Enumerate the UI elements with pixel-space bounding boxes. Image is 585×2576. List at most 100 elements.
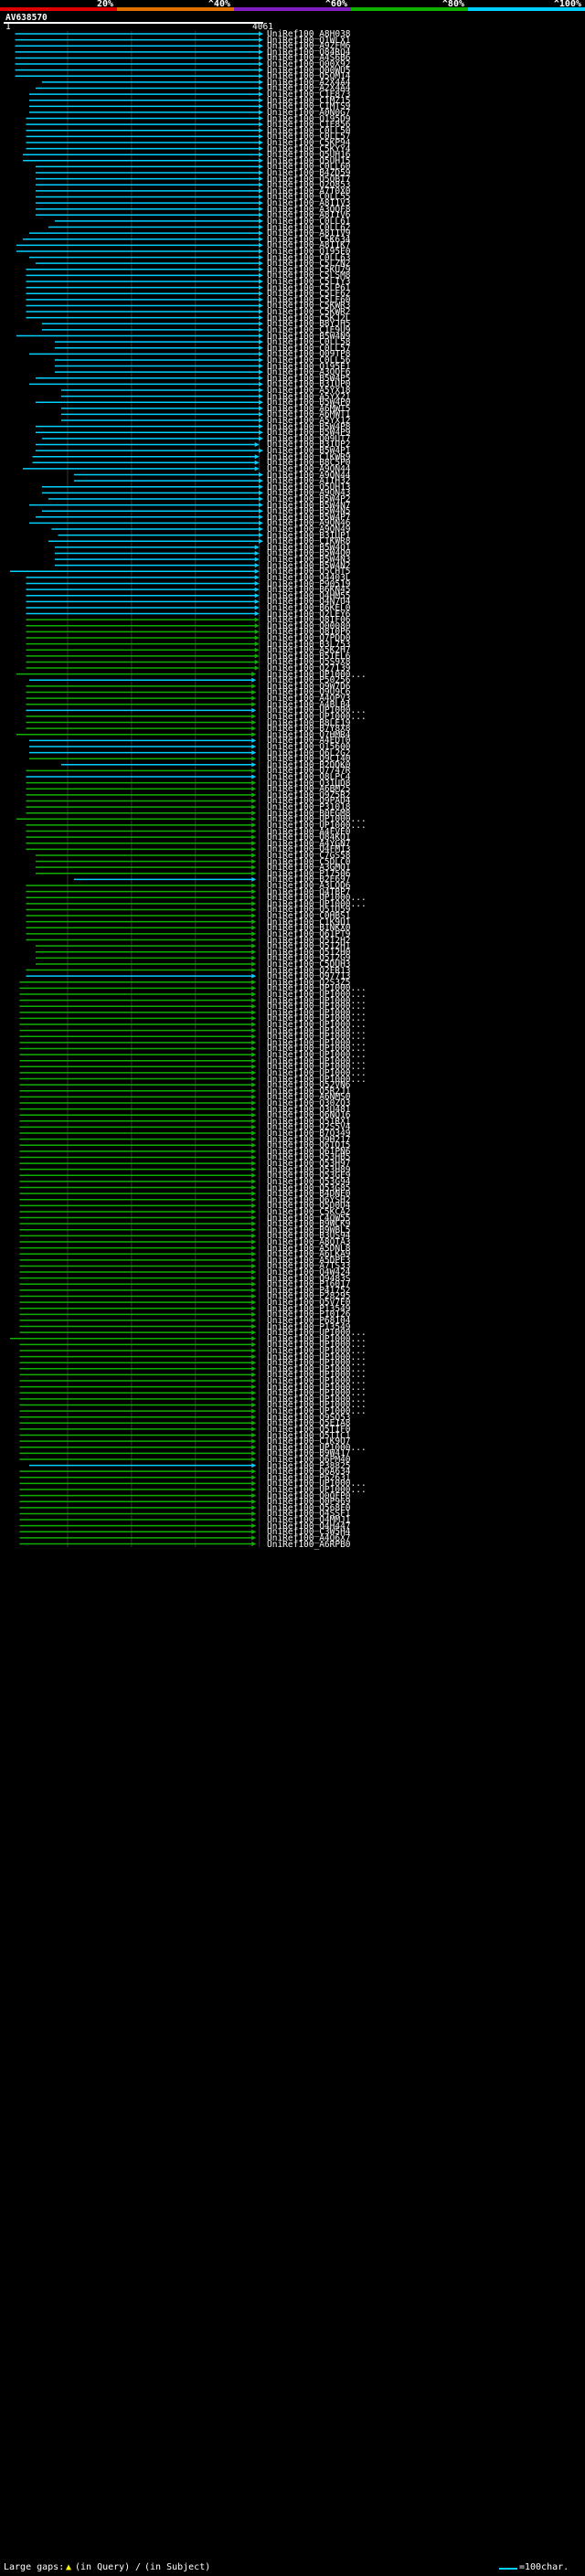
hit-label[interactable]: UniRef100_Q6NQ16: [267, 1110, 351, 1121]
hit-label[interactable]: UniRef100_C0LL58: [267, 337, 351, 348]
hit-label[interactable]: UniRef100_C5K634: [267, 234, 351, 245]
hit-label[interactable]: UniRef100_Q4SSF1: [267, 1509, 351, 1520]
hit-label[interactable]: UniRef100_Q61PN6: [267, 1146, 351, 1157]
hit-label[interactable]: UniRef100_Q2Q853: [267, 180, 351, 191]
hit-label[interactable]: UniRef100_Q84KQ1: [267, 832, 351, 843]
hit-label[interactable]: UniRef100_UP1000...: [267, 1340, 367, 1351]
hit-label[interactable]: UniRef100_Q5S9X8: [267, 657, 351, 668]
hit-label[interactable]: UniRef100_A3QQF8: [267, 204, 351, 215]
hit-label[interactable]: UniRef100_P16017: [267, 1279, 351, 1290]
hit-label[interactable]: UniRef100_B9WBL5: [267, 1224, 351, 1235]
hit-label[interactable]: UniRef100_Q6A634: [267, 1467, 351, 1478]
hit-label[interactable]: UniRef100_B2DDK0: [267, 759, 351, 770]
hit-label[interactable]: UniRef100_A9QN44: [267, 470, 351, 481]
hit-label[interactable]: UniRef100_B5W4P0: [267, 398, 351, 408]
hit-label[interactable]: UniRef100_A5YX12: [267, 416, 351, 427]
hit-label[interactable]: UniRef100_A9ZFM6: [267, 41, 351, 52]
hit-label[interactable]: UniRef100_Q5QM14: [267, 71, 351, 82]
hit-label[interactable]: UniRef100_A9QN43: [267, 488, 351, 499]
hit-label[interactable]: UniRef100_UP1000...: [267, 1328, 367, 1339]
hit-label[interactable]: UniRef100_P31018: [267, 802, 351, 813]
hit-label[interactable]: UniRef100_Q31UD8: [267, 778, 351, 789]
hit-label[interactable]: UniRef100_B5W4Q0: [267, 548, 351, 559]
hit-label[interactable]: UniRef100_B7Y8X8: [267, 724, 351, 735]
hit-label[interactable]: UniRef100_C5KYY4: [267, 143, 351, 154]
hit-label[interactable]: UniRef100_UP1000...: [267, 1485, 367, 1495]
hit-label[interactable]: UniRef100_B6KN45: [267, 585, 351, 596]
hit-label[interactable]: UniRef100_C0LL55: [267, 192, 351, 203]
hit-label[interactable]: UniRef100_A5YX18: [267, 385, 351, 396]
hit-label[interactable]: UniRef100_Q4TBP7: [267, 886, 351, 897]
hit-label[interactable]: UniRef100_Q00X92: [267, 59, 351, 70]
hit-label[interactable]: UniRef100_Q5QBT7: [267, 174, 351, 185]
hit-label[interactable]: UniRef100_A8I1V3: [267, 198, 351, 209]
hit-label[interactable]: UniRef100_Q00080: [267, 620, 351, 631]
hit-label[interactable]: UniRef100_C0LL57: [267, 132, 351, 143]
hit-label[interactable]: UniRef100_Q9PAD4: [267, 796, 351, 807]
hit-label[interactable]: UniRef100_B9W417: [267, 1448, 351, 1459]
hit-label[interactable]: UniRef100_B3IUP2: [267, 440, 351, 451]
hit-label[interactable]: UniRef100_C0HBS1: [267, 911, 351, 922]
hit-label[interactable]: UniRef100_Q9H217: [267, 1134, 351, 1145]
hit-label[interactable]: UniRef100_UP1000...: [267, 820, 367, 831]
hit-label[interactable]: UniRef100_UP1000...: [267, 1382, 367, 1393]
hit-label[interactable]: UniRef100_C5DLC0: [267, 856, 351, 867]
hit-label[interactable]: UniRef100_A2X4A4: [267, 77, 351, 88]
hit-label[interactable]: UniRef100_UP1000...: [267, 1032, 367, 1043]
hit-label[interactable]: UniRef100_Q51RX1: [267, 1116, 351, 1127]
hit-label[interactable]: UniRef100_B3L753: [267, 639, 351, 650]
hit-label[interactable]: UniRef100_Q4HM55: [267, 590, 351, 601]
hit-label[interactable]: UniRef100_Q53H97: [267, 1159, 351, 1170]
hit-label[interactable]: UniRef100_B8YJH5: [267, 319, 351, 330]
hit-label[interactable]: UniRef100_P13549: [267, 1321, 351, 1332]
hit-label[interactable]: UniRef100_Q4H447: [267, 1521, 351, 1532]
hit-label[interactable]: UniRef100_C0LL61: [267, 216, 351, 227]
hit-label[interactable]: UniRef100_Q61PT9: [267, 928, 351, 939]
hit-label[interactable]: UniRef100_B5W4N3: [267, 555, 351, 566]
hit-label[interactable]: UniRef100_UP1000...: [267, 1376, 367, 1387]
hit-label[interactable]: UniRef100_Q7PDD0: [267, 633, 351, 643]
hit-label[interactable]: UniRef100_C1E856: [267, 120, 351, 131]
hit-label[interactable]: UniRef100_UP1000...: [267, 669, 367, 680]
hit-label[interactable]: UniRef100_A6RPB0: [267, 1539, 351, 1550]
hit-label[interactable]: UniRef100_Q5CHT5: [267, 567, 351, 578]
hit-label[interactable]: UniRef100_A5DNL8: [267, 1243, 351, 1254]
hit-label[interactable]: UniRef100_B9WCK9: [267, 1219, 351, 1230]
hit-label[interactable]: UniRef100_UP1000...: [267, 1074, 367, 1085]
hit-label[interactable]: UniRef100_Q512H2: [267, 935, 351, 946]
hit-label[interactable]: UniRef100_C0LL57: [267, 343, 351, 354]
hit-label[interactable]: UniRef100_Q9Z5R2: [267, 790, 351, 800]
hit-label[interactable]: UniRef100_B3US94: [267, 1231, 351, 1242]
hit-label[interactable]: UniRef100_A2X4A4: [267, 83, 351, 94]
hit-label[interactable]: UniRef100_C4QW55: [267, 1213, 351, 1224]
hit-label[interactable]: UniRef100_B5W4P9: [267, 428, 351, 439]
hit-label[interactable]: UniRef100_Q52VN6: [267, 1080, 351, 1091]
hit-label[interactable]: UniRef100_UP1000...: [267, 989, 367, 1000]
hit-label[interactable]: UniRef100_Q09TP8: [267, 349, 351, 360]
hit-label[interactable]: UniRef100_UP1000...: [267, 1037, 367, 1048]
hit-label[interactable]: UniRef100_Q5UH16: [267, 150, 351, 161]
hit-label[interactable]: UniRef100_Q0QFP0: [267, 1490, 351, 1501]
hit-label[interactable]: UniRef100_UP1000...: [267, 1358, 367, 1369]
hit-label[interactable]: UniRef100_A6MWT5: [267, 403, 351, 414]
hit-label[interactable]: UniRef100_C5KWR2: [267, 307, 351, 318]
hit-label[interactable]: UniRef100_Q512G9: [267, 953, 351, 964]
hit-label[interactable]: UniRef100_B8C5P0: [267, 458, 351, 469]
hit-label[interactable]: UniRef100_UP1000...: [267, 1400, 367, 1411]
hit-label[interactable]: UniRef100_Q6PM40: [267, 1454, 351, 1465]
hit-label[interactable]: UniRef100_Q09UT7: [267, 433, 351, 444]
hit-label[interactable]: UniRef100_Q5R2J1: [267, 1086, 351, 1097]
hit-label[interactable]: UniRef100_A6MWT1: [267, 409, 351, 420]
hit-label[interactable]: UniRef100_P68104: [267, 1315, 351, 1326]
hit-label[interactable]: UniRef100_Q30ZQ3: [267, 1097, 351, 1108]
hit-label[interactable]: UniRef100_Q2S5V4: [267, 1122, 351, 1133]
hit-label[interactable]: UniRef100_P17506: [267, 868, 351, 879]
hit-label[interactable]: UniRef100_C1KWR9: [267, 451, 351, 462]
hit-label[interactable]: UniRef100_P50256: [267, 675, 351, 686]
hit-label[interactable]: UniRef100_A6LKA9: [267, 1249, 351, 1260]
hit-label[interactable]: UniRef100_A6NMS0: [267, 1092, 351, 1103]
hit-label[interactable]: UniRef100_Q7747R: [267, 766, 351, 777]
hit-label[interactable]: UniRef100_C0LL62: [267, 222, 351, 233]
hit-label[interactable]: UniRef100_C5KJ2L: [267, 313, 351, 323]
hit-label[interactable]: UniRef100_C5LZN2: [267, 259, 351, 270]
